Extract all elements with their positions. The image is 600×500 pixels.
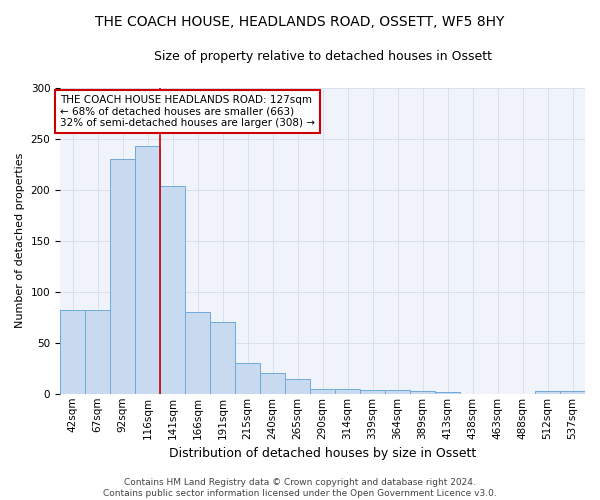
Bar (60, 310, 85, 394)
Bar (260, 374, 285, 394)
Bar (135, 146, 160, 394)
Text: THE COACH HOUSE HEADLANDS ROAD: 127sqm
← 68% of detached houses are smaller (663: THE COACH HOUSE HEADLANDS ROAD: 127sqm ←… (60, 95, 315, 128)
Text: THE COACH HOUSE, HEADLANDS ROAD, OSSETT, WF5 8HY: THE COACH HOUSE, HEADLANDS ROAD, OSSETT,… (95, 15, 505, 29)
Bar (85, 310, 110, 394)
Bar (535, 390, 560, 394)
Bar (385, 390, 410, 394)
Y-axis label: Number of detached properties: Number of detached properties (15, 153, 25, 328)
Bar (285, 380, 310, 394)
Bar (185, 312, 210, 394)
Bar (360, 390, 385, 394)
Bar (560, 390, 585, 394)
Bar (160, 186, 185, 394)
Bar (210, 322, 235, 394)
Bar (435, 392, 460, 394)
Title: Size of property relative to detached houses in Ossett: Size of property relative to detached ho… (154, 50, 491, 63)
Bar (335, 388, 360, 394)
Bar (110, 159, 135, 394)
X-axis label: Distribution of detached houses by size in Ossett: Distribution of detached houses by size … (169, 447, 476, 460)
Bar (235, 363, 260, 394)
Bar (410, 390, 435, 394)
Bar (310, 388, 335, 394)
Text: Contains HM Land Registry data © Crown copyright and database right 2024.
Contai: Contains HM Land Registry data © Crown c… (103, 478, 497, 498)
